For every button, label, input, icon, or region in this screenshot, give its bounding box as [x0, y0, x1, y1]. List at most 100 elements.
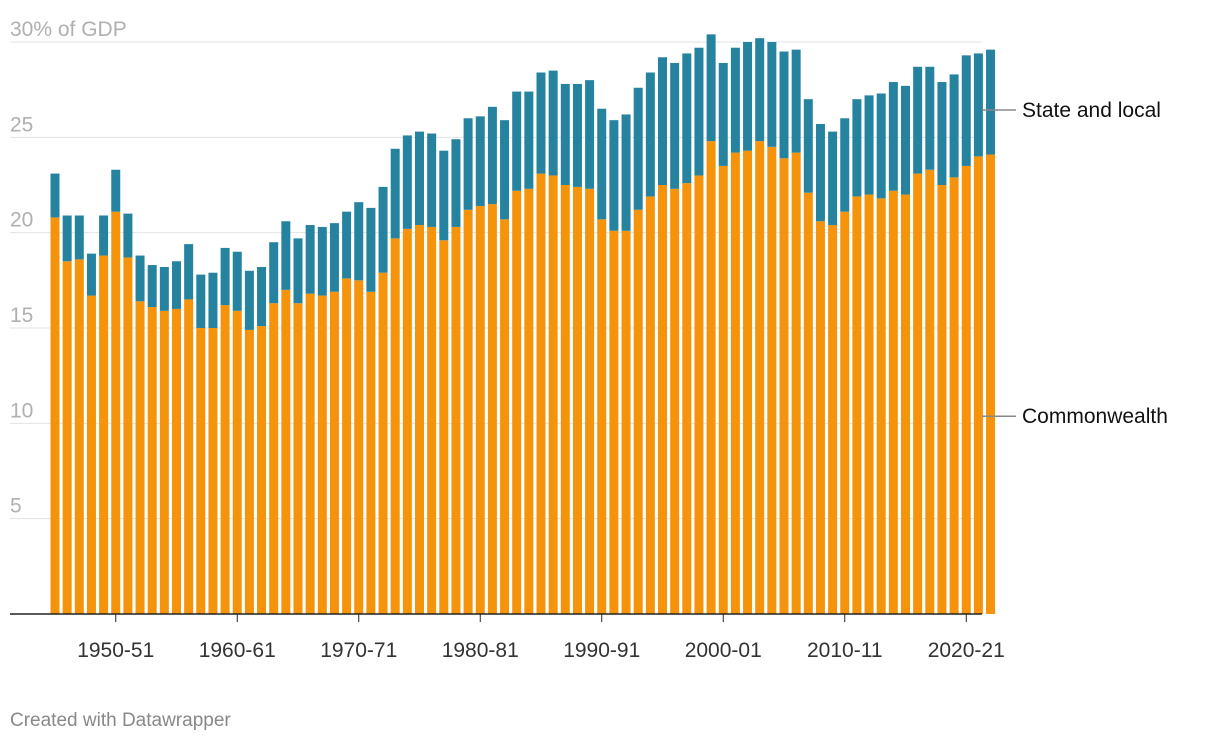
bar-commonwealth: [184, 299, 194, 614]
bar-commonwealth: [487, 204, 497, 615]
bar-commonwealth: [99, 255, 109, 614]
bar-state-local: [815, 123, 825, 222]
bar-commonwealth: [208, 328, 218, 614]
bar-state-local: [633, 87, 643, 210]
bar-commonwealth: [123, 257, 133, 614]
bar-state-local: [208, 272, 218, 328]
bar-commonwealth: [135, 301, 145, 614]
bar-commonwealth: [378, 272, 388, 614]
bar-commonwealth: [281, 289, 291, 614]
bar-commonwealth: [682, 183, 692, 615]
bar-state-local: [961, 55, 971, 166]
bar-commonwealth: [913, 173, 923, 614]
bar-commonwealth: [475, 205, 485, 614]
bar-commonwealth: [585, 188, 595, 614]
bar-commonwealth: [791, 152, 801, 614]
bar-commonwealth: [609, 230, 619, 614]
bar-commonwealth: [524, 188, 534, 614]
bar-commonwealth: [500, 219, 510, 614]
bar-commonwealth: [937, 185, 947, 614]
bar-state-local: [184, 244, 194, 300]
bar-state-local: [913, 66, 923, 174]
bar-commonwealth: [755, 141, 765, 614]
bar-commonwealth: [317, 295, 327, 614]
bar-commonwealth: [439, 240, 449, 614]
bar-state-local: [512, 91, 522, 191]
x-tick-label: 1950-51: [77, 639, 154, 662]
bar-state-local: [645, 72, 655, 197]
bar-state-local: [730, 47, 740, 153]
legend-commonwealth: Commonwealth: [1022, 405, 1168, 428]
bar-commonwealth: [427, 226, 437, 615]
bar-commonwealth: [815, 221, 825, 614]
bar-state-local: [342, 211, 352, 279]
y-tick-label: 20: [10, 209, 33, 232]
bar-state-local: [949, 74, 959, 178]
bar-commonwealth: [706, 141, 716, 614]
bar-state-local: [220, 247, 230, 306]
bar-commonwealth: [257, 326, 267, 614]
bar-commonwealth: [62, 261, 72, 614]
x-tick-label: 2010-11: [807, 639, 883, 662]
bar-commonwealth: [949, 177, 959, 614]
bar-state-local: [111, 169, 121, 212]
bar-state-local: [366, 207, 376, 292]
bar-state-local: [743, 42, 753, 151]
bar-commonwealth: [779, 158, 789, 614]
bar-state-local: [439, 150, 449, 241]
bar-state-local: [755, 38, 765, 142]
bar-commonwealth: [901, 194, 910, 615]
bar-commonwealth: [50, 217, 60, 614]
bar-commonwealth: [718, 165, 728, 614]
x-tick-label: 1980-81: [442, 639, 519, 662]
bar-state-local: [828, 131, 838, 226]
bar-commonwealth: [876, 198, 886, 614]
bar-state-local: [779, 51, 789, 159]
bar-state-local: [196, 274, 206, 328]
bar-state-local: [232, 251, 242, 311]
bar-commonwealth: [415, 225, 424, 615]
bar-state-local: [597, 108, 607, 220]
bar-commonwealth: [572, 186, 582, 614]
bar-commonwealth: [366, 291, 376, 614]
bar-commonwealth: [305, 293, 315, 614]
bar-state-local: [62, 215, 72, 262]
bar-commonwealth: [390, 238, 400, 615]
bar-commonwealth: [196, 328, 206, 614]
bar-commonwealth: [828, 225, 838, 615]
bar-commonwealth: [329, 291, 339, 614]
bar-commonwealth: [354, 280, 364, 614]
bar-state-local: [487, 106, 497, 205]
bar-state-local: [548, 70, 558, 176]
bar-commonwealth: [621, 230, 631, 614]
bar-state-local: [670, 62, 680, 189]
bar-commonwealth: [840, 211, 850, 614]
bar-state-local: [415, 131, 424, 226]
bar-commonwealth: [973, 156, 983, 614]
bar-state-local: [305, 225, 315, 294]
bar-state-local: [536, 72, 546, 174]
bar-state-local: [463, 118, 473, 210]
bar-commonwealth: [658, 185, 667, 614]
bar-state-local: [86, 253, 96, 296]
bar-state-local: [682, 53, 692, 184]
bar-state-local: [767, 42, 777, 147]
bar-commonwealth: [159, 310, 169, 614]
bar-commonwealth: [670, 188, 680, 614]
bar-commonwealth: [220, 305, 230, 614]
bar-state-local: [50, 173, 60, 218]
y-tick-label: 15: [10, 304, 33, 327]
bar-commonwealth: [244, 329, 254, 614]
x-tick-label: 2020-21: [928, 639, 1005, 662]
x-tick-label: 1990-91: [563, 639, 640, 662]
bar-commonwealth: [269, 303, 279, 614]
bar-state-local: [864, 95, 874, 195]
bar-commonwealth: [147, 307, 157, 614]
bar-state-local: [402, 135, 412, 229]
bar-state-local: [354, 202, 364, 281]
bar-state-local: [329, 223, 339, 292]
bar-state-local: [706, 34, 716, 142]
bar-state-local: [585, 80, 595, 189]
bar-state-local: [99, 215, 109, 256]
bar-commonwealth: [694, 175, 704, 614]
